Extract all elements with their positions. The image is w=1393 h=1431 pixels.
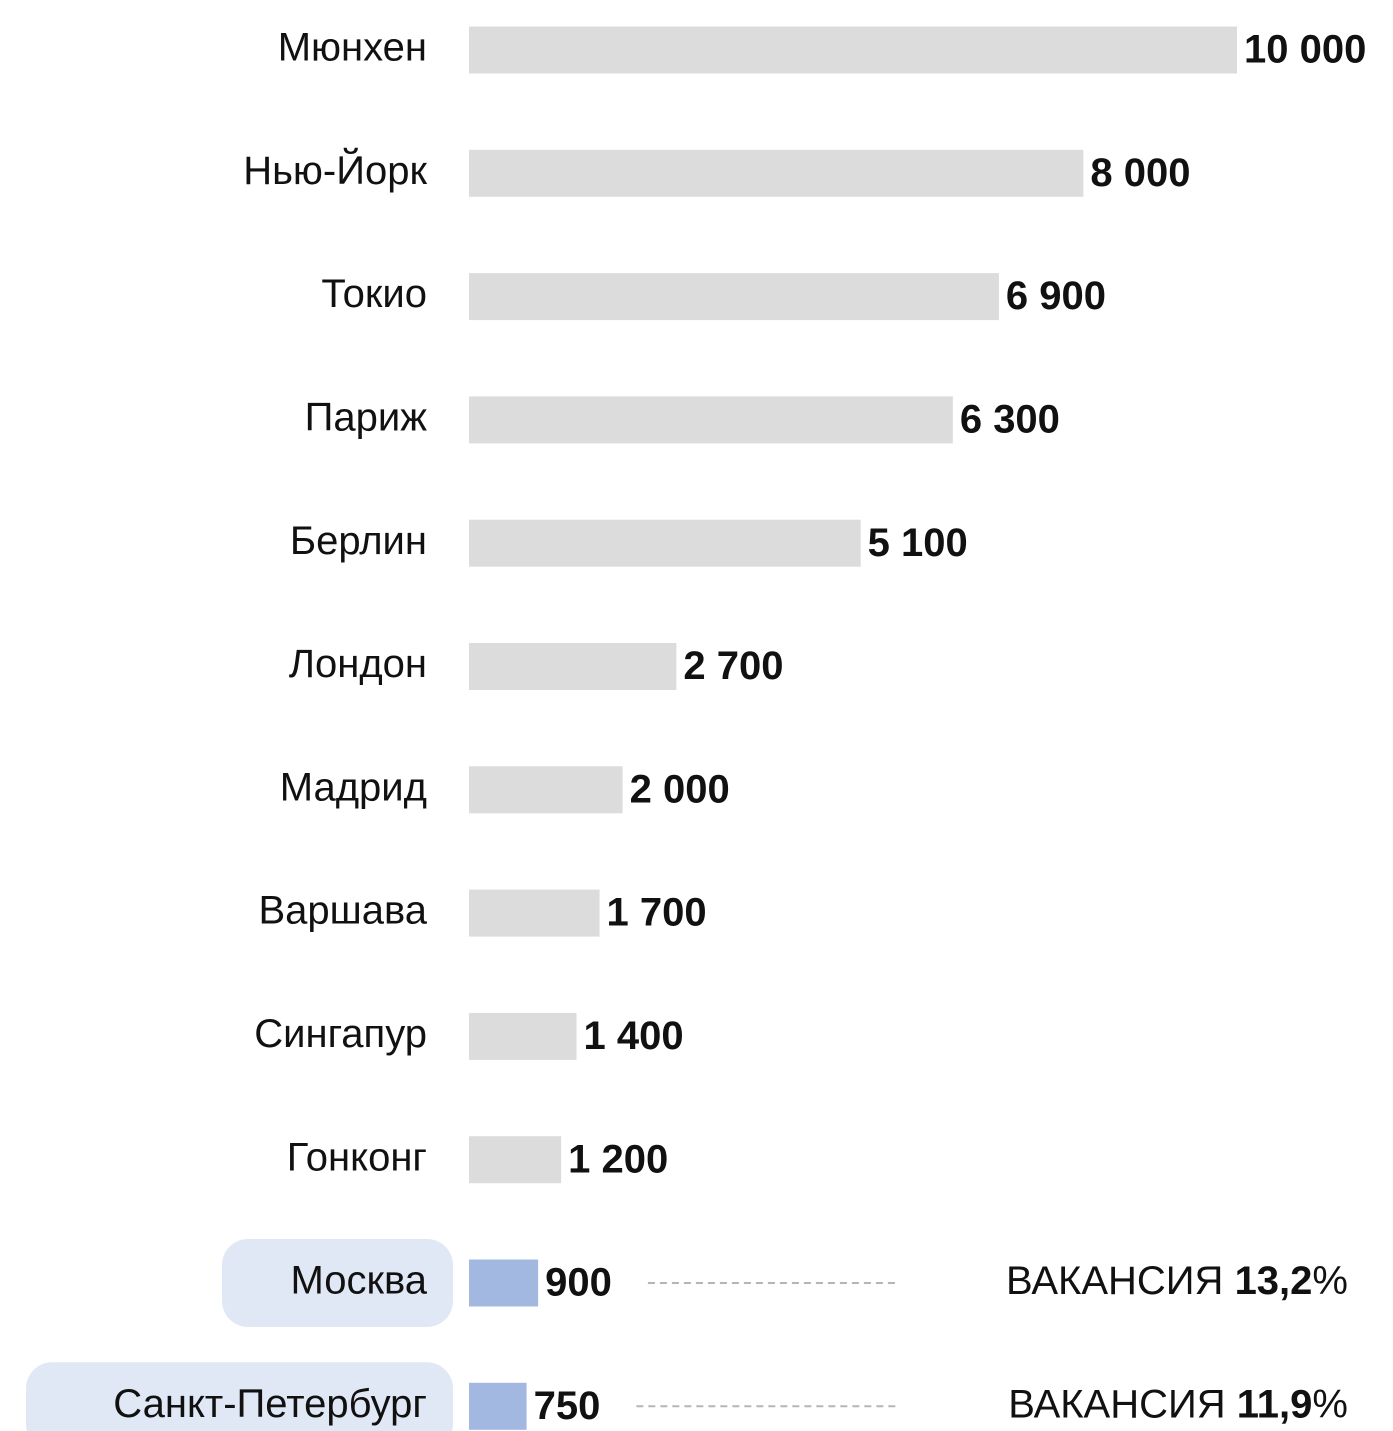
bar bbox=[469, 643, 677, 690]
category-label: Париж bbox=[305, 395, 428, 439]
value-label: 8 000 bbox=[1090, 151, 1190, 195]
category-label: Мадрид bbox=[280, 765, 427, 809]
value-label: 2 700 bbox=[683, 644, 783, 688]
annotation-unit: % bbox=[1312, 1259, 1348, 1303]
label-pill bbox=[222, 1239, 453, 1327]
category-label: Мюнхен bbox=[278, 26, 427, 70]
value-label: 6 900 bbox=[1006, 274, 1106, 318]
value-label: 900 bbox=[545, 1261, 612, 1305]
category-label: Берлин bbox=[290, 519, 427, 563]
value-label: 10 000 bbox=[1244, 28, 1366, 72]
category-label: Варшава bbox=[258, 889, 427, 933]
category-label: Токио bbox=[321, 272, 427, 316]
annotation-label: ВАКАНСИЯ bbox=[1008, 1382, 1225, 1426]
annotation: ВАКАНСИЯ 13,2% bbox=[1006, 1259, 1348, 1303]
bar bbox=[469, 1259, 539, 1307]
value-label: 750 bbox=[534, 1384, 601, 1428]
bar bbox=[469, 766, 623, 814]
bar bbox=[469, 889, 600, 937]
annotation-value: 11,9 bbox=[1237, 1382, 1313, 1426]
bar bbox=[469, 1136, 562, 1184]
value-label: 1 700 bbox=[607, 891, 707, 935]
annotation-label: ВАКАНСИЯ bbox=[1006, 1259, 1223, 1303]
bar bbox=[469, 149, 1084, 197]
bar bbox=[469, 396, 953, 444]
value-label: 1 200 bbox=[568, 1137, 668, 1181]
category-label: Сингапур bbox=[254, 1012, 427, 1056]
annotation-value: 13,2 bbox=[1235, 1259, 1313, 1303]
annotation: ВАКАНСИЯ 11,9% bbox=[1008, 1382, 1348, 1426]
label-pill bbox=[26, 1362, 453, 1431]
bar bbox=[469, 273, 999, 321]
bar bbox=[469, 519, 861, 567]
bar bbox=[469, 1012, 577, 1060]
category-label: Нью-Йорк bbox=[243, 147, 427, 193]
bar bbox=[469, 26, 1237, 74]
category-label: Москва bbox=[290, 1259, 427, 1303]
bar bbox=[469, 1382, 527, 1430]
value-label: 5 100 bbox=[868, 521, 968, 565]
annotation-unit: % bbox=[1312, 1382, 1348, 1426]
category-label: Гонконг bbox=[287, 1135, 427, 1179]
value-label: 1 400 bbox=[584, 1014, 684, 1058]
value-label: 2 000 bbox=[630, 767, 730, 811]
value-label: 6 300 bbox=[960, 397, 1060, 441]
category-label: Лондон bbox=[289, 642, 427, 686]
category-label: Санкт-Петербург bbox=[113, 1382, 427, 1426]
